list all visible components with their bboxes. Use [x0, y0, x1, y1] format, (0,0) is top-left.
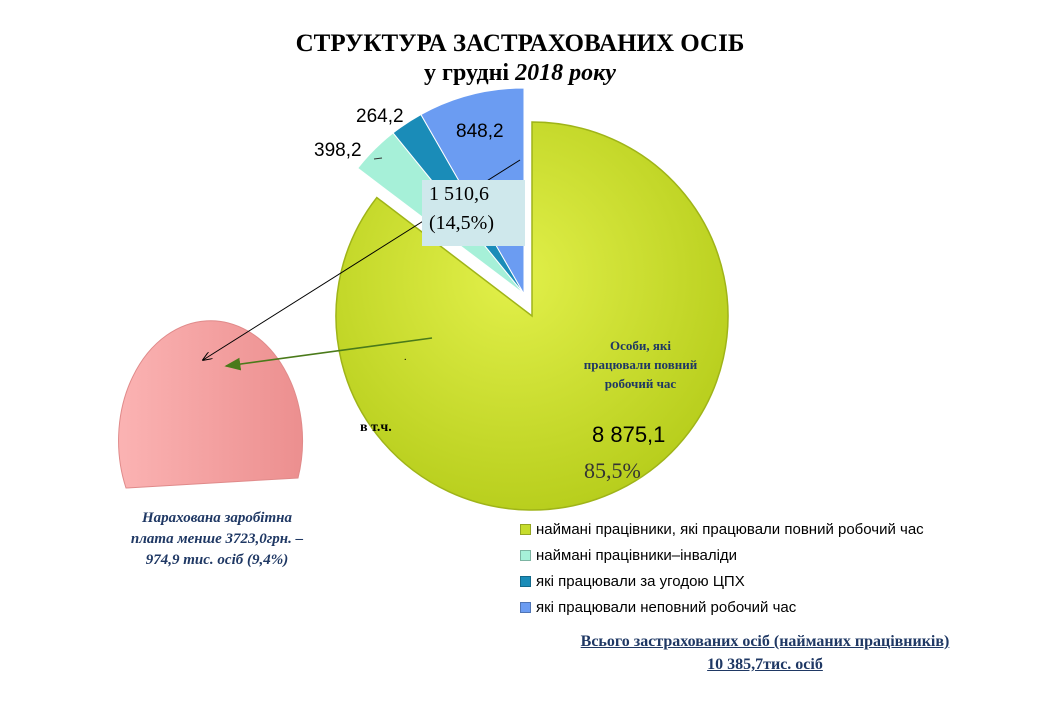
subtitle-prefix: у грудні	[424, 60, 516, 86]
total-insured: Всього застрахованих осіб (найманих прац…	[500, 630, 1030, 676]
slice-label-parttime: 848,2	[456, 121, 504, 142]
slice-label-cph: 264,2	[356, 106, 404, 127]
legend-swatch	[520, 575, 531, 587]
page-title: СТРУКТУРА ЗАСТРАХОВАНИХ ОСІБ	[295, 30, 745, 57]
slice-label-fulltime: 8 875,1	[592, 422, 666, 447]
group-callout-percent: (14,5%)	[429, 212, 494, 234]
legend-item: наймані працівники, які працювали повний…	[520, 516, 924, 542]
legend-swatch	[520, 601, 531, 613]
legend-item: наймані працівники–інваліди	[520, 542, 924, 568]
low-note-line: Нарахована заробітна	[142, 510, 292, 526]
total-line: 10 385,7тис. осіб	[707, 656, 823, 673]
green-arrow	[224, 337, 433, 371]
label-leader-tick	[373, 157, 383, 160]
legend-swatch	[520, 549, 531, 561]
low-note-line: 974,9 тис. осіб (9,4%)	[145, 552, 289, 568]
subchart-pink-dome	[118, 320, 304, 489]
fulltime-inner-label: Особи, які працювали повний робочий час	[568, 336, 713, 393]
legend-label: наймані працівники, які працювали повний…	[536, 520, 924, 538]
total-line: Всього застрахованих осіб (найманих прац…	[580, 633, 950, 650]
legend-swatch	[520, 523, 531, 535]
inner-label-line: Особи, які	[609, 338, 671, 353]
inner-label-line: працювали повний	[583, 357, 698, 372]
slice-label-disabled: 398,2	[314, 140, 362, 161]
page-subtitle: у грудні 2018 року	[0, 60, 1040, 87]
legend-label: які працювали неповний робочий час	[536, 598, 797, 616]
legend-item: які працювали неповний робочий час	[520, 594, 924, 620]
inner-label-line: робочий час	[604, 376, 677, 391]
pie-slice-0	[335, 121, 729, 511]
group-callout-value: 1 510,6	[429, 183, 489, 205]
subtitle-year: 2018 року	[515, 60, 616, 86]
dot-mark: .	[404, 352, 407, 363]
low-wage-note: Нарахована заробітна плата менше 3723,0г…	[102, 508, 332, 571]
including-label: в т.ч.	[360, 420, 392, 435]
group-callout: 1 510,6 (14,5%)	[422, 180, 525, 246]
legend-item: які працювали за угодою ЦПХ	[520, 568, 924, 594]
slice-percent-fulltime: 85,5%	[584, 458, 641, 483]
legend: наймані працівники, які працювали повний…	[520, 516, 924, 620]
low-note-line: плата менше 3723,0грн. –	[130, 531, 304, 547]
legend-label: наймані працівники–інваліди	[536, 546, 738, 564]
legend-label: які працювали за угодою ЦПХ	[536, 572, 745, 590]
